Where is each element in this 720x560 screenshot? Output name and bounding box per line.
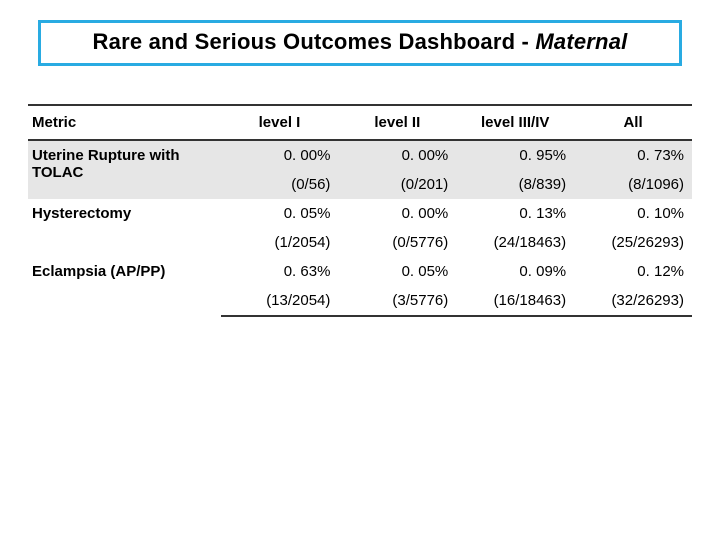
title-plain: Rare and Serious Outcomes Dashboard - [93, 29, 536, 54]
col-metric: Metric [28, 105, 221, 140]
col-level-1: level I [221, 105, 339, 140]
col-all: All [574, 105, 692, 140]
cell-count: (1/2054) [221, 228, 339, 257]
cell-pct: 0. 05% [221, 199, 339, 228]
cell-pct: 0. 12% [574, 257, 692, 286]
table-header-row: Metric level I level II level III/IV All [28, 105, 692, 140]
title-box: Rare and Serious Outcomes Dashboard - Ma… [38, 20, 682, 66]
outcomes-table: Metric level I level II level III/IV All… [28, 104, 692, 317]
cell-pct: 0. 09% [456, 257, 574, 286]
table-row: Eclampsia (AP/PP) 0. 63% 0. 05% 0. 09% 0… [28, 257, 692, 286]
col-level-2: level II [338, 105, 456, 140]
cell-pct: 0. 10% [574, 199, 692, 228]
cell-count: (8/839) [456, 170, 574, 199]
cell-pct: 0. 73% [574, 140, 692, 170]
table-body: Uterine Rupture with TOLAC 0. 00% 0. 00%… [28, 140, 692, 316]
cell-count: (0/5776) [338, 228, 456, 257]
cell-count: (25/26293) [574, 228, 692, 257]
cell-count: (16/18463) [456, 286, 574, 316]
cell-pct: 0. 05% [338, 257, 456, 286]
cell-count: (0/56) [221, 170, 339, 199]
cell-count: (8/1096) [574, 170, 692, 199]
metric-name: Uterine Rupture with TOLAC [28, 140, 221, 199]
page-title: Rare and Serious Outcomes Dashboard - Ma… [93, 29, 628, 54]
metric-name: Eclampsia (AP/PP) [28, 257, 221, 316]
cell-count: (13/2054) [221, 286, 339, 316]
table-row: Uterine Rupture with TOLAC 0. 00% 0. 00%… [28, 140, 692, 170]
table-row: Hysterectomy 0. 05% 0. 00% 0. 13% 0. 10% [28, 199, 692, 228]
cell-pct: 0. 13% [456, 199, 574, 228]
cell-pct: 0. 63% [221, 257, 339, 286]
cell-pct: 0. 00% [338, 140, 456, 170]
cell-pct: 0. 00% [338, 199, 456, 228]
cell-pct: 0. 00% [221, 140, 339, 170]
metric-name: Hysterectomy [28, 199, 221, 257]
cell-count: (32/26293) [574, 286, 692, 316]
cell-count: (24/18463) [456, 228, 574, 257]
title-italic: Maternal [535, 29, 627, 54]
col-level-3-4: level III/IV [456, 105, 574, 140]
outcomes-table-wrap: Metric level I level II level III/IV All… [28, 104, 692, 317]
cell-count: (3/5776) [338, 286, 456, 316]
cell-pct: 0. 95% [456, 140, 574, 170]
cell-count: (0/201) [338, 170, 456, 199]
